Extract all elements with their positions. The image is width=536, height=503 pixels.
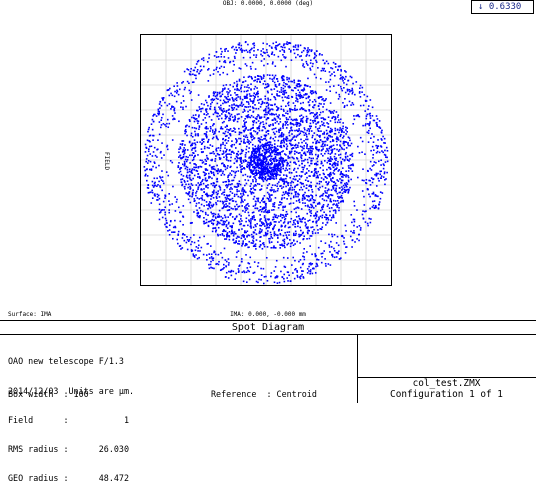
- wavelength-arrow-icon: ↓: [478, 2, 484, 12]
- reference-line: Reference : Centroid: [211, 389, 317, 399]
- wavelength-value: 0.6330: [488, 2, 522, 12]
- file-info-box: col_test.ZMX Configuration 1 of 1: [357, 377, 536, 403]
- spot-plot-frame: [140, 34, 392, 286]
- info-block: OAO new telescope F/1.3 2014/12/03 Units…: [8, 338, 134, 503]
- info-line: OAO new telescope F/1.3: [8, 356, 124, 367]
- configuration-label: Configuration 1 of 1: [390, 389, 503, 400]
- info-line: GEO radius : 48.472: [8, 472, 130, 483]
- info-line: RMS radius : 26.030: [8, 443, 130, 454]
- file-name: col_test.ZMX: [412, 378, 481, 389]
- box-width-line: Box width : 100: [8, 389, 89, 399]
- plot-title: Spot Diagram: [0, 321, 536, 335]
- info-footer: Spot Diagram OAO new telescope F/1.3 201…: [0, 320, 536, 483]
- surface-label: Surface: IMA: [8, 311, 52, 318]
- image-coordinate-label: IMA: 0.000, -0.000 mm: [230, 311, 306, 318]
- footer-divider: [357, 335, 358, 403]
- spot-dots: [143, 41, 389, 285]
- info-line: Field : 1: [8, 414, 130, 425]
- wavelength-legend: ↓ 0.6330: [471, 0, 534, 14]
- object-field-label: OBJ: 0.0000, 0.0000 (deg): [222, 0, 314, 7]
- spot-plot: [141, 35, 391, 285]
- info-line: 2014/12/03 Units are µm.: [8, 385, 135, 396]
- field-axis-label: FIELD: [103, 152, 110, 171]
